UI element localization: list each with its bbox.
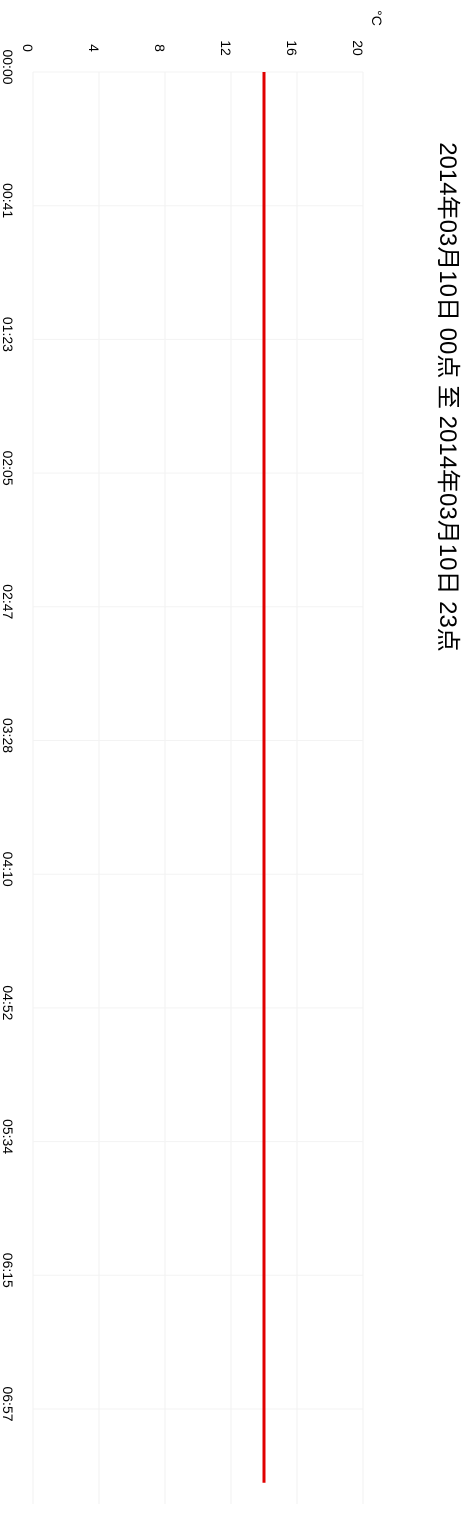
chart-title: 2014年03月10日 00点 至 2014年03月10日 23点	[434, 142, 461, 652]
x-tick-label: 05:34	[0, 1119, 16, 1154]
x-tick-label: 06:15	[0, 1253, 16, 1288]
x-tick-label: 04:10	[0, 852, 16, 887]
grid	[32, 71, 364, 1504]
y-axis-ticks: 0 4 8 12 16 20	[20, 40, 366, 56]
y-tick-label: 4	[86, 44, 102, 52]
x-axis-ticks: 00:00 00:41 01:23 02:05 02:47 03:28 04:10 04:52…	[0, 49, 16, 1421]
y-tick-label: 0	[20, 44, 36, 52]
x-tick-label: 06:57	[0, 1386, 16, 1421]
y-tick-label: 20	[350, 40, 366, 56]
y-tick-label: 8	[152, 44, 168, 52]
x-tick-label: 01:23	[0, 317, 16, 352]
x-tick-label: 04:52	[0, 985, 16, 1020]
x-tick-label: 02:05	[0, 451, 16, 486]
x-tick-label: 02:47	[0, 584, 16, 619]
y-axis-label: °C	[369, 10, 385, 26]
x-tick-label: 00:41	[0, 183, 16, 218]
y-tick-label: 16	[284, 40, 300, 56]
y-tick-label: 12	[218, 40, 234, 56]
x-tick-label: 03:28	[0, 718, 16, 753]
x-tick-label: 00:00	[0, 49, 16, 84]
